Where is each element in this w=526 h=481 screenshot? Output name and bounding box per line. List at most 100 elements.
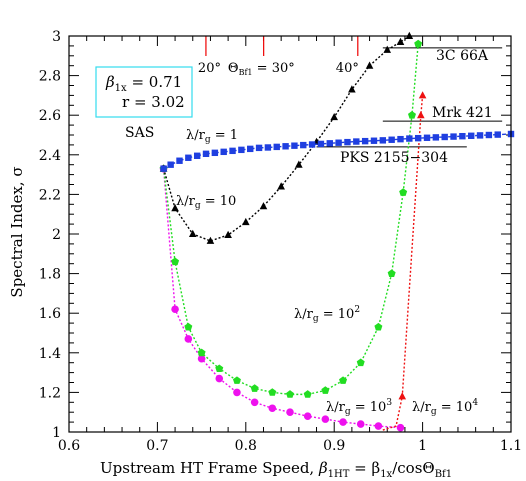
series-line — [162, 43, 419, 396]
data-point — [388, 136, 395, 143]
data-point — [167, 161, 174, 168]
data-point — [308, 141, 316, 148]
series-label-eq: = 10 — [201, 194, 237, 209]
x-axis-title-prefix: Upstream HT Frame Speed, — [100, 459, 319, 477]
data-point — [408, 111, 416, 119]
series-label-eq: = 10 — [319, 307, 355, 322]
series-label-eq: = 10 — [351, 400, 387, 415]
data-point — [206, 236, 215, 244]
data-point — [356, 420, 365, 428]
data-point — [242, 217, 250, 226]
data-point — [494, 131, 501, 138]
data-point — [383, 45, 392, 53]
data-point — [250, 384, 259, 392]
data-point — [459, 132, 466, 140]
data-point — [476, 132, 484, 139]
data-point — [197, 354, 206, 363]
series-4 — [382, 91, 427, 431]
sas-label: SAS — [125, 125, 154, 141]
beta-symbol: β — [105, 73, 115, 91]
data-point — [398, 392, 407, 400]
data-point — [286, 408, 294, 417]
data-point — [229, 147, 236, 155]
data-point — [211, 149, 219, 157]
data-point — [176, 157, 183, 164]
parameters-box-frame — [95, 66, 193, 118]
series-label: λ/rg = 1 — [186, 128, 238, 145]
data-point — [291, 142, 298, 149]
data-point — [238, 146, 245, 154]
series-label-main: λ/r — [326, 400, 346, 415]
data-point — [250, 398, 259, 407]
data-point — [268, 404, 277, 413]
data-point — [295, 160, 303, 168]
data-point — [282, 143, 289, 150]
data-point — [365, 61, 374, 69]
y-tick-label: 2.4 — [39, 148, 61, 164]
series-2 — [159, 39, 423, 398]
source-label: PKS 2155−304 — [340, 150, 448, 166]
data-point — [330, 112, 338, 121]
r-parameter: r = 3.02 — [122, 93, 185, 111]
y-tick-label: 1.2 — [39, 385, 61, 401]
theta-equals: = 30° — [253, 61, 295, 76]
series-label: λ/rg = 10 — [176, 194, 236, 211]
data-point — [259, 202, 268, 210]
data-point — [432, 134, 440, 141]
angle-label-20: 20° — [198, 61, 221, 76]
y-tick-label: 1.6 — [39, 306, 61, 322]
data-point — [321, 415, 330, 423]
x-axis-title: Upstream HT Frame Speed, β1HT = β1x/cosΘ… — [100, 459, 452, 480]
data-point — [286, 390, 294, 398]
x-tick-label: 0.8 — [235, 438, 257, 454]
data-point — [406, 135, 413, 142]
series-label-sup: 4 — [472, 398, 478, 408]
series-label-main: λ/r — [294, 307, 314, 322]
data-point — [344, 138, 351, 146]
data-point — [468, 132, 475, 139]
data-point — [353, 138, 360, 145]
series-line — [163, 133, 512, 170]
data-point — [423, 134, 431, 141]
series-1 — [159, 31, 414, 244]
series-label: λ/rg = 104 — [412, 398, 478, 417]
x-tick-label: 1 — [418, 438, 427, 454]
series-label: λ/rg = 103 — [326, 398, 392, 417]
data-point — [396, 423, 405, 432]
data-point — [348, 85, 356, 93]
data-point — [264, 144, 272, 151]
data-point — [396, 37, 405, 45]
x-axis-title-beta: β — [318, 459, 328, 477]
theta-symbol: Θ — [228, 61, 239, 76]
data-point — [303, 412, 312, 420]
series-label-sub: g — [195, 201, 201, 211]
data-point — [414, 39, 423, 48]
data-point — [202, 150, 210, 158]
data-point — [387, 269, 396, 277]
y-tick-label: 2.6 — [39, 108, 61, 124]
data-point — [185, 154, 192, 161]
data-point — [184, 335, 193, 343]
data-point — [220, 148, 227, 156]
data-point — [441, 133, 448, 141]
theta-subscript: Bf1 — [239, 68, 253, 77]
data-point — [160, 165, 167, 172]
data-series — [159, 31, 515, 432]
beta-value: = 0.71 — [127, 73, 183, 91]
data-point — [233, 388, 241, 397]
series-line — [162, 35, 410, 242]
x-tick-label: 0.9 — [323, 438, 345, 454]
data-point — [361, 137, 369, 145]
x-tick-label: 1.1 — [500, 438, 522, 454]
data-point — [485, 131, 493, 139]
data-point — [268, 388, 277, 396]
x-tick-label: 0.7 — [146, 438, 168, 454]
x-axis-title-sub3: Bf1 — [435, 469, 452, 480]
data-point — [414, 134, 422, 142]
plot-frame — [68, 35, 512, 433]
series-label-main: λ/r — [412, 400, 432, 415]
x-axis-title-mid: = β — [349, 459, 380, 477]
data-point — [370, 137, 378, 144]
data-point — [356, 358, 365, 367]
